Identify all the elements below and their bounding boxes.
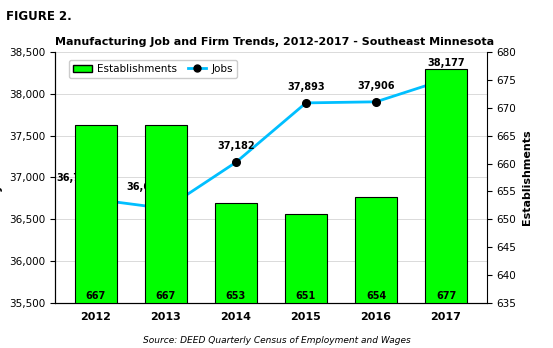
Text: 37,906: 37,906: [357, 81, 395, 91]
Legend: Establishments, Jobs: Establishments, Jobs: [69, 60, 237, 78]
Bar: [355, 197, 397, 348]
Text: FIGURE 2.: FIGURE 2.: [6, 10, 71, 23]
Text: Manufacturing Job and Firm Trends, 2012-2017 - Southeast Minnesota: Manufacturing Job and Firm Trends, 2012-…: [55, 37, 494, 47]
Text: 37,182: 37,182: [217, 141, 255, 151]
Text: 653: 653: [226, 291, 246, 301]
Text: 677: 677: [436, 291, 456, 301]
Bar: [285, 214, 327, 348]
Text: 667: 667: [86, 291, 106, 301]
Bar: [75, 125, 117, 348]
Text: 651: 651: [296, 291, 316, 301]
Text: 37,893: 37,893: [287, 82, 325, 92]
Text: 36,737: 36,737: [56, 173, 93, 183]
Text: 38,177: 38,177: [427, 58, 465, 68]
Bar: [145, 125, 187, 348]
Text: 667: 667: [156, 291, 176, 301]
Y-axis label: Establishments: Establishments: [522, 130, 532, 225]
Text: 654: 654: [366, 291, 386, 301]
Bar: [215, 203, 257, 348]
Bar: [425, 69, 467, 348]
Text: Source: DEED Quarterly Census of Employment and Wages: Source: DEED Quarterly Census of Employm…: [143, 335, 410, 345]
Text: 36,628: 36,628: [126, 182, 164, 192]
Y-axis label: Jobs: Jobs: [0, 164, 4, 191]
